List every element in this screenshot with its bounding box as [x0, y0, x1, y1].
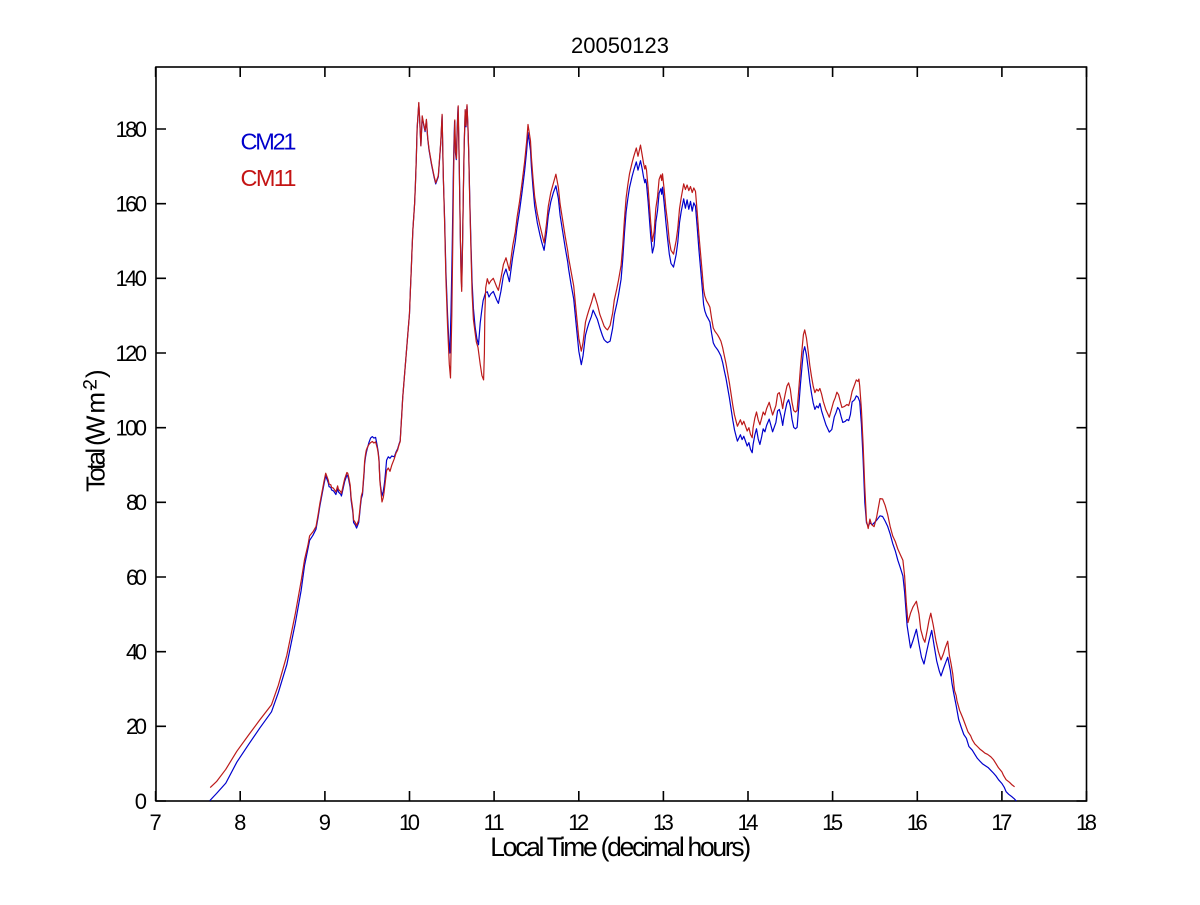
svg-text:10: 10: [399, 810, 420, 835]
svg-text:14: 14: [738, 810, 759, 835]
svg-text:CM21: CM21: [241, 129, 297, 155]
svg-text:80: 80: [126, 490, 147, 515]
svg-text:18: 18: [1076, 810, 1097, 835]
svg-text:7: 7: [149, 810, 161, 835]
svg-text:Local Time (decimal hours): Local Time (decimal hours): [490, 832, 751, 862]
svg-text:40: 40: [126, 640, 147, 665]
svg-text:-2: -2: [81, 379, 102, 391]
svg-text:9: 9: [319, 810, 331, 835]
svg-text:20: 20: [126, 714, 147, 739]
svg-text:120: 120: [116, 341, 148, 366]
svg-text:16: 16: [907, 810, 928, 835]
svg-text:160: 160: [116, 192, 148, 217]
svg-text:): ): [81, 369, 111, 378]
svg-text:Total (W m: Total (W m: [81, 392, 111, 492]
svg-text:17: 17: [991, 810, 1012, 835]
svg-text:15: 15: [822, 810, 843, 835]
svg-text:11: 11: [484, 810, 505, 835]
svg-text:13: 13: [653, 810, 674, 835]
svg-text:180: 180: [116, 117, 148, 142]
svg-text:100: 100: [116, 416, 148, 441]
svg-text:0: 0: [135, 789, 147, 814]
svg-text:140: 140: [116, 266, 148, 291]
svg-text:CM11: CM11: [241, 165, 297, 191]
svg-text:20050123: 20050123: [571, 33, 669, 58]
svg-text:60: 60: [126, 565, 147, 590]
svg-text:8: 8: [234, 810, 246, 835]
svg-text:12: 12: [568, 810, 589, 835]
